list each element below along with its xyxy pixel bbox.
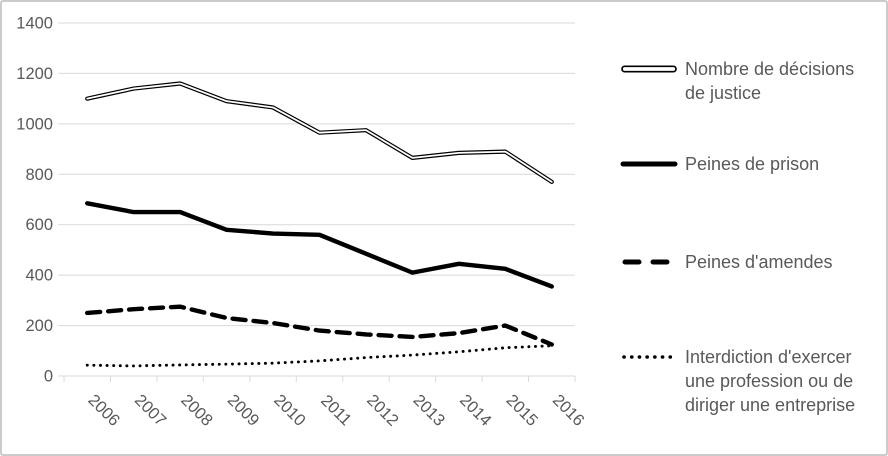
legend-marker-dotted-line [622,355,678,359]
x-axis-label: 2012 [363,391,402,430]
chart-plot-area: 0 200 400 600 800 1000 1200 1400 2006 2007 2008 200… [16,15,588,430]
y-axis-label: 1200 [16,65,53,83]
y-axis-label: 0 [44,368,53,386]
legend-marker-solid-line [620,161,678,167]
legend-item-decisions: Nombre de décisions de justice [620,57,867,105]
x-axis-label: 2009 [224,391,263,430]
y-axis-label: 1000 [16,115,53,133]
x-axis-label: 2011 [317,392,355,430]
x-axis-label: 2013 [410,391,449,430]
series-line-3 [85,344,554,368]
legend-label-amendes: Peines d'amendes [685,252,833,272]
x-axis-label: 2008 [177,391,216,430]
x-axis-label: 2007 [131,391,170,430]
y-axis-label: 400 [25,267,53,285]
x-axis-label: 2010 [270,391,309,430]
legend-item-amendes: Peines d'amendes [620,250,867,274]
series-line-2 [85,304,554,347]
series-line-1 [85,201,554,289]
y-axis-label: 600 [25,216,53,234]
legend-label-prison: Peines de prison [685,154,820,174]
legend-label-decisions: Nombre de décisions de justice [685,59,855,103]
y-axis-label: 800 [25,166,53,184]
series-line-0-core [86,82,553,183]
x-axis-label: 2006 [84,391,123,430]
x-axis-label: 2014 [456,391,495,430]
chart-legend: Nombre de décisions de justice Peines de… [620,2,886,454]
x-axis-label: 2016 [549,391,588,430]
legend-item-prison: Peines de prison [620,152,867,176]
y-axis-label: 1400 [16,15,53,33]
legend-marker-double-line [621,65,677,73]
y-axis-label: 200 [25,317,53,335]
x-axis-label: 2015 [503,391,542,430]
legend-label-interdiction: Interdiction d'exercer une profession ou… [685,347,856,415]
legend-marker-dashed-line [622,259,671,265]
legend-item-interdiction: Interdiction d'exercer une profession ou… [620,345,867,417]
